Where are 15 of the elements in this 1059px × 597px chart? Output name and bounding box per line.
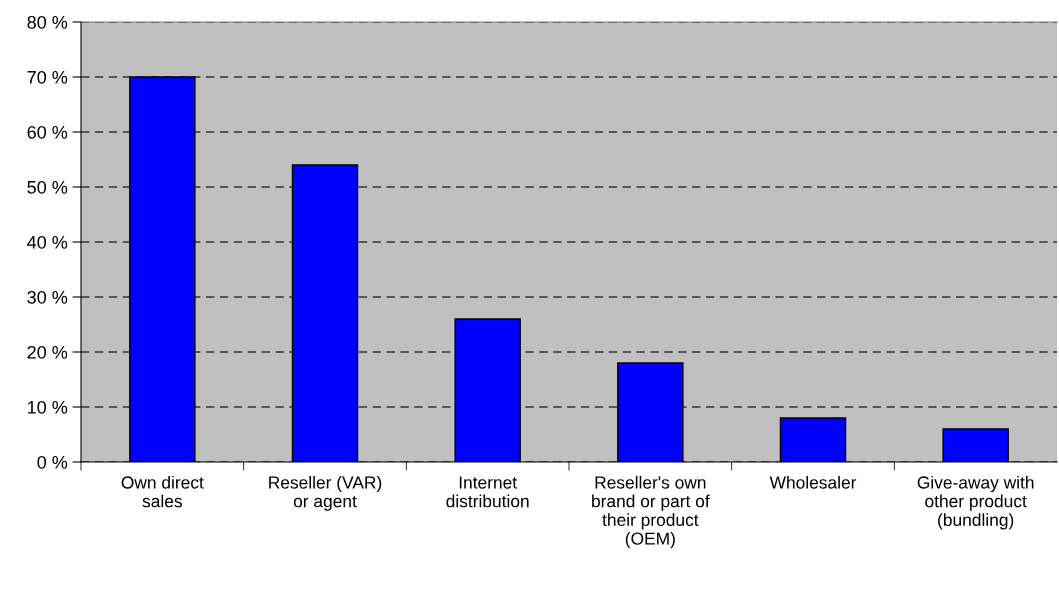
x-tick-label: Wholesaler xyxy=(769,475,857,489)
x-tick-label: Reseller (VAR) or agent xyxy=(269,475,382,511)
x-tick-label: Reseller's own brand or part of their product (OEM) xyxy=(592,475,710,549)
y-tick-label: 60 % xyxy=(27,125,68,139)
y-tick-label: 30 % xyxy=(27,290,68,304)
x-tick-label: Give-away with other product (bundling) xyxy=(917,475,1034,530)
x-tick-label: Own direct sales xyxy=(121,475,204,508)
y-tick-label: 40 % xyxy=(27,235,68,249)
y-tick-label: 70 % xyxy=(27,70,68,84)
y-tick-label: 20 % xyxy=(27,345,68,359)
y-tick-label: 80 % xyxy=(27,15,68,29)
y-tick-label: 10 % xyxy=(28,400,68,414)
x-tick-label: Internet distribution xyxy=(446,476,529,508)
y-tick-label: 0 % xyxy=(37,455,68,469)
y-tick-label: 50 % xyxy=(27,180,68,194)
